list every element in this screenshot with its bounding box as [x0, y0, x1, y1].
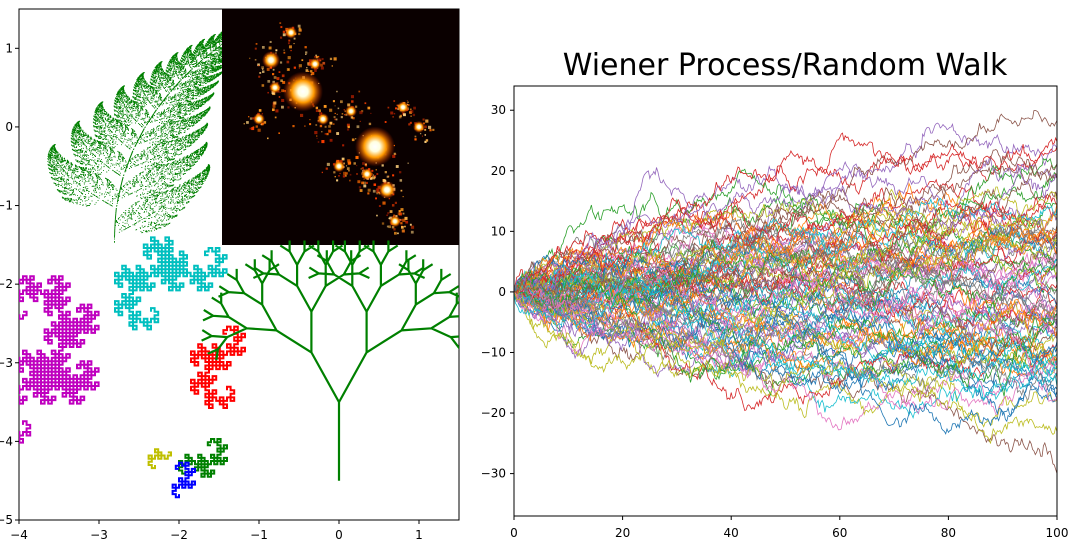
dragon-curve	[19, 275, 100, 444]
random-walk-series	[514, 260, 1057, 346]
right-axes: Wiener Process/Random Walk 0 20 40 60 80 100 …	[481, 48, 1069, 540]
random-walk-series	[514, 272, 1057, 374]
random-walk-series	[514, 278, 1057, 373]
julia-set-heatmap	[222, 9, 459, 245]
y-tick-label: −4	[0, 434, 13, 448]
random-walk-series	[514, 225, 1057, 330]
random-walk-series	[514, 167, 1057, 293]
random-walk-series	[514, 285, 1057, 395]
dragon-curve	[147, 448, 172, 470]
chart-title: Wiener Process/Random Walk	[563, 48, 1008, 83]
x-tick-label: 100	[1046, 526, 1069, 540]
y-tick-label: 10	[491, 224, 506, 238]
left-plot-area	[19, 9, 459, 499]
y-tick-label: −30	[481, 467, 506, 481]
left-x-ticks: −4 −3 −2 −1 0 1	[10, 520, 423, 542]
random-walk-series	[514, 256, 1057, 338]
random-walk-series	[514, 148, 1057, 306]
x-tick-label: 0	[510, 526, 518, 540]
random-walk-series	[514, 197, 1057, 306]
random-walk-series	[514, 238, 1057, 309]
y-tick-label: 20	[491, 164, 506, 178]
random-walk-series	[514, 290, 1057, 377]
right-x-ticks: 0 20 40 60 80 100	[510, 516, 1068, 540]
random-walk-series	[514, 157, 1057, 295]
random-walk-series	[514, 225, 1057, 323]
left-axes: −4 −3 −2 −1 0 1 −5−4−3−2−101	[0, 8, 460, 542]
random-walk-series	[514, 290, 1057, 370]
random-walk-series	[514, 246, 1057, 314]
x-tick-label: 20	[615, 526, 630, 540]
fractal-tree	[201, 240, 459, 481]
random-walk-lines	[514, 110, 1057, 474]
dragon-curve	[171, 461, 196, 499]
random-walk-series	[514, 132, 1057, 294]
y-tick-label: −5	[0, 513, 13, 527]
random-walk-series	[514, 163, 1057, 295]
random-walk-series	[514, 202, 1057, 309]
y-tick-label: −10	[481, 345, 506, 359]
right-y-ticks: −30 −20 −10 0 10 20 30	[481, 103, 514, 481]
random-walk-series	[514, 268, 1057, 403]
y-tick-label: 0	[5, 120, 13, 134]
random-walk-series	[514, 224, 1057, 307]
x-tick-label: 60	[832, 526, 847, 540]
dragon-curves	[19, 236, 246, 499]
random-walk-series	[514, 253, 1057, 435]
random-walk-series	[514, 283, 1057, 402]
random-walk-series	[514, 285, 1057, 399]
x-tick-label: 80	[941, 526, 956, 540]
random-walk-series	[514, 275, 1057, 344]
x-tick-label: −3	[90, 528, 108, 542]
x-tick-label: 40	[724, 526, 739, 540]
dragon-curve	[190, 325, 246, 409]
y-tick-label: 30	[491, 103, 506, 117]
x-tick-label: 0	[335, 528, 343, 542]
y-tick-label: −1	[0, 199, 13, 213]
x-tick-label: −1	[250, 528, 268, 542]
y-tick-label: 0	[498, 285, 506, 299]
random-walk-series	[514, 280, 1057, 400]
x-tick-label: −2	[170, 528, 188, 542]
random-walk-series	[514, 261, 1057, 402]
x-tick-label: −4	[10, 528, 28, 542]
y-tick-label: −3	[0, 356, 13, 370]
y-tick-label: 1	[5, 41, 13, 55]
y-tick-label: −2	[0, 277, 13, 291]
x-tick-label: 1	[415, 528, 423, 542]
random-walk-series	[514, 265, 1057, 397]
dragon-curve	[178, 438, 228, 478]
y-tick-label: −20	[481, 406, 506, 420]
random-walk-series	[514, 194, 1057, 300]
left-y-ticks: −5 −4 −3 −2 −1 0 1	[0, 41, 19, 527]
dragon-curve	[114, 236, 228, 331]
random-walk-series	[514, 217, 1057, 309]
random-walk-series	[514, 231, 1057, 365]
random-walk-series	[514, 242, 1057, 354]
tree-branches	[201, 240, 459, 481]
